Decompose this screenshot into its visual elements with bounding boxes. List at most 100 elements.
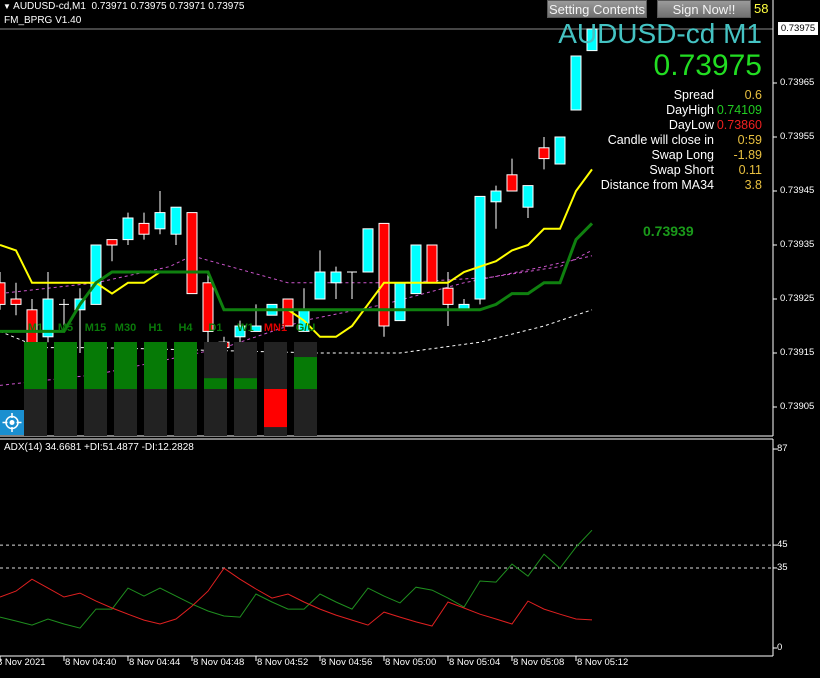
info-row-label: DayLow bbox=[668, 118, 714, 132]
time-axis-label: 8 Nov 05:12 bbox=[577, 657, 629, 668]
candle bbox=[234, 320, 246, 343]
candle bbox=[378, 222, 390, 337]
bull-candle-body bbox=[330, 271, 342, 284]
strength-label: H1 bbox=[148, 322, 163, 334]
strength-bar-h1 bbox=[144, 342, 167, 436]
time-axis-label: 8 Nov 04:44 bbox=[129, 657, 181, 668]
symbol-label: AUDUSD-cd,M1 bbox=[13, 1, 86, 12]
info-row-label: Candle will close in bbox=[607, 133, 714, 147]
strength-bar-h4 bbox=[174, 342, 197, 436]
strength-bar-down-fill bbox=[264, 389, 287, 428]
strength-label: D1 bbox=[208, 322, 223, 334]
bear-candle-body bbox=[0, 282, 6, 305]
bull-candle-body bbox=[394, 282, 406, 322]
setting-contents-button[interactable]: Setting Contents bbox=[547, 0, 647, 18]
info-row-value: -1.89 bbox=[733, 148, 763, 162]
bull-candle-body bbox=[522, 185, 534, 208]
info-row-label: Swap Long bbox=[651, 148, 714, 162]
strength-label: M15 bbox=[84, 322, 107, 334]
counter-value: 58 bbox=[754, 1, 769, 16]
strength-label: M30 bbox=[114, 322, 137, 334]
price-axis-label: 0.73925 bbox=[780, 293, 815, 304]
strength-bar-gu bbox=[294, 342, 317, 436]
info-row: Spread 0.6 bbox=[674, 88, 762, 103]
symbol-title: AUDUSD-cd M1 bbox=[558, 18, 762, 49]
bull-candle-body bbox=[250, 325, 262, 332]
candle bbox=[586, 28, 598, 52]
strength-bar-m15 bbox=[84, 342, 107, 436]
adx-axis-label: 87 bbox=[777, 443, 788, 455]
strength-label: MN1 bbox=[263, 322, 288, 334]
sign-now-button[interactable]: Sign Now!! bbox=[657, 0, 751, 18]
strength-label: M5 bbox=[57, 322, 74, 334]
candle bbox=[538, 137, 550, 170]
strength-bar-up-fill bbox=[294, 357, 317, 389]
time-axis-label: 8 Nov 05:00 bbox=[385, 657, 437, 668]
candle bbox=[90, 244, 102, 305]
info-row-label: Swap Short bbox=[649, 163, 714, 177]
time-axis-label: 8 Nov 04:48 bbox=[193, 657, 245, 668]
info-row-value: 0:59 bbox=[737, 133, 762, 147]
strength-bar-m30 bbox=[114, 342, 137, 436]
bull-candle-body bbox=[122, 217, 134, 241]
bull-candle-body bbox=[234, 325, 246, 338]
info-row-label: Distance from MA34 bbox=[600, 178, 714, 192]
time-axis-label: 8 Nov 05:08 bbox=[513, 657, 565, 668]
bull-candle-body bbox=[554, 136, 566, 165]
strength-label: G/U bbox=[295, 322, 316, 334]
candle bbox=[442, 272, 454, 326]
candle bbox=[154, 191, 166, 235]
time-axis-label: 8 Nov 04:40 bbox=[65, 657, 117, 668]
bull-candle-body bbox=[586, 28, 598, 52]
info-row-value: 0.6 bbox=[744, 88, 762, 102]
adx-axis-label: 35 bbox=[777, 561, 788, 573]
strength-label: H4 bbox=[178, 322, 193, 334]
info-row: Candle will close in 0:59 bbox=[608, 133, 762, 148]
candle bbox=[186, 212, 198, 295]
bear-candle-body bbox=[138, 222, 150, 235]
price-axis-label: 0.73965 bbox=[780, 77, 815, 88]
time-axis-label: 8 Nov 05:04 bbox=[449, 657, 501, 668]
bull-candle-body bbox=[474, 195, 486, 300]
strength-bar-up-fill bbox=[204, 378, 227, 389]
info-row: DayLow 0.73860 bbox=[669, 118, 762, 133]
moving-average-dashed-line bbox=[0, 249, 593, 295]
candle bbox=[59, 299, 69, 326]
info-row: DayHigh 0.74109 bbox=[666, 103, 762, 118]
info-row-label: DayHigh bbox=[666, 103, 714, 117]
crosshair-button[interactable] bbox=[0, 410, 24, 435]
candle bbox=[106, 239, 118, 262]
price-axis-label: 0.73955 bbox=[780, 131, 815, 142]
strength-bar-up-fill bbox=[54, 342, 77, 389]
bull-candle-body bbox=[90, 244, 102, 305]
adx-label: ADX(14) 34.6681 +DI:51.4877 -DI:12.2828 bbox=[4, 442, 194, 453]
candle bbox=[554, 136, 566, 165]
info-row-value: 3.8 bbox=[744, 178, 762, 192]
price-axis-label: 0.73935 bbox=[780, 239, 815, 250]
candle bbox=[522, 185, 534, 218]
bear-candle-body bbox=[10, 298, 22, 305]
ohlc-values: 0.73971 0.73975 0.73971 0.73975 bbox=[91, 1, 245, 12]
bull-candle-body bbox=[170, 206, 182, 235]
info-row-value: 0.74109 bbox=[716, 103, 762, 117]
indicator-name: FM_BPRG V1.40 bbox=[4, 15, 82, 26]
info-row: Distance from MA34 3.8 bbox=[601, 178, 762, 193]
candle bbox=[314, 250, 326, 300]
adx-axis-label: 45 bbox=[777, 539, 788, 551]
time-axis-label: 8 Nov 04:52 bbox=[257, 657, 309, 668]
moving-average-yellow-line bbox=[0, 168, 593, 338]
candle bbox=[570, 55, 582, 111]
strength-bar-mn1 bbox=[264, 342, 287, 436]
strength-label: M1 bbox=[27, 322, 44, 334]
bear-candle-body bbox=[378, 222, 390, 327]
bear-candle-body bbox=[186, 212, 198, 295]
strength-bar-up-fill bbox=[84, 342, 107, 389]
collapse-triangle-icon[interactable]: ▼ bbox=[3, 2, 11, 11]
candle bbox=[347, 271, 357, 299]
adx-axis-label: 0 bbox=[777, 642, 783, 653]
candle bbox=[138, 212, 150, 240]
info-row-value: 0.11 bbox=[738, 163, 762, 177]
strength-label: W1 bbox=[237, 322, 254, 334]
strength-bar-up-fill bbox=[144, 342, 167, 389]
